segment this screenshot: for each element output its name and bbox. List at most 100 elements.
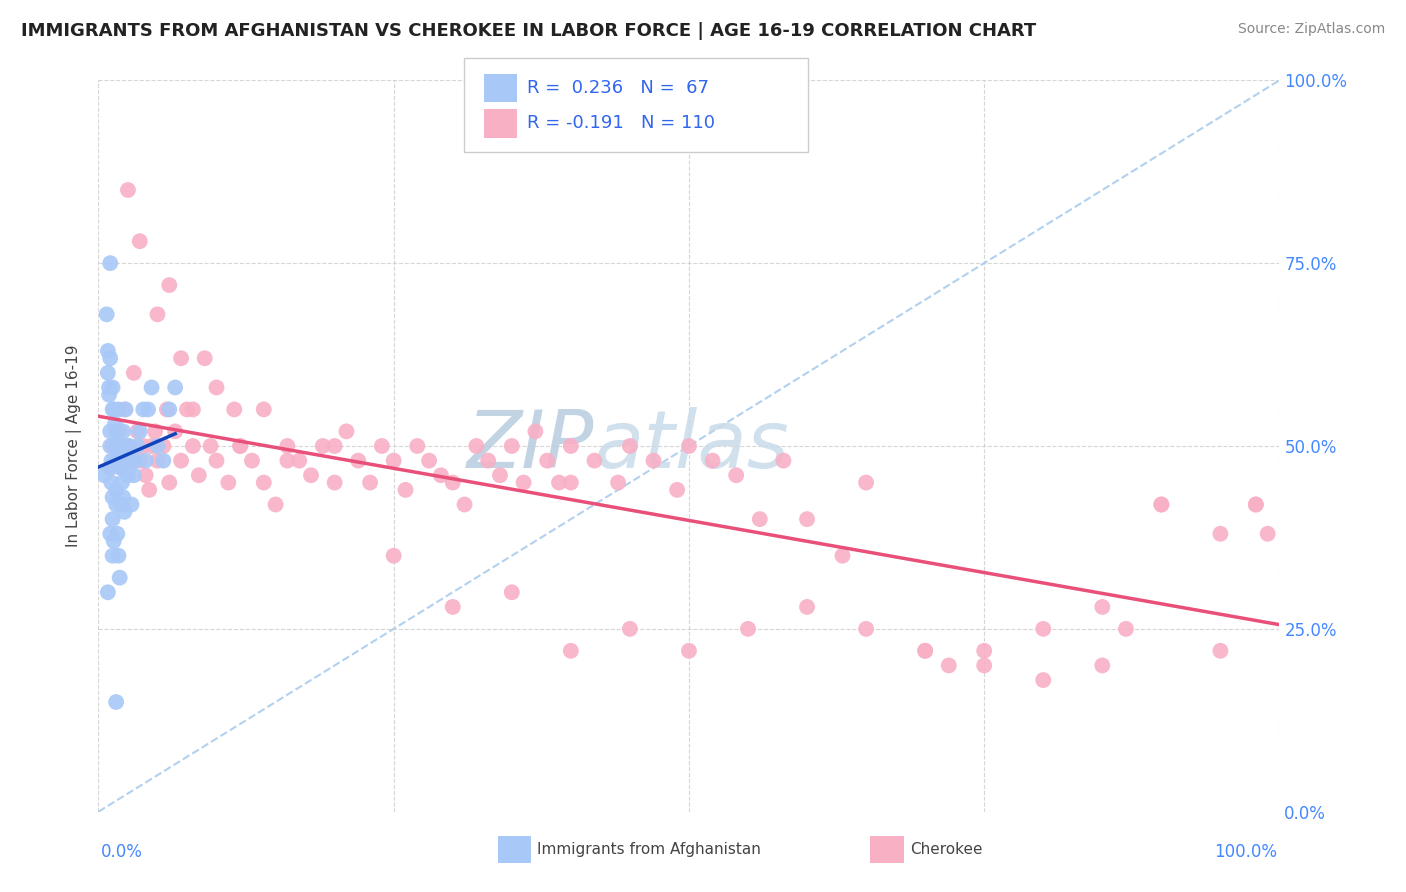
Point — [666, 483, 689, 497]
Point — [501, 439, 523, 453]
Point — [796, 599, 818, 614]
Point — [264, 498, 287, 512]
Point — [117, 183, 139, 197]
Point — [224, 402, 246, 417]
Point — [678, 439, 700, 453]
Point — [382, 549, 405, 563]
Point — [512, 475, 534, 490]
Point — [229, 439, 252, 453]
Point — [146, 307, 169, 321]
Point — [170, 453, 193, 467]
Point — [121, 498, 143, 512]
Point — [122, 366, 145, 380]
Point — [165, 425, 187, 439]
Point — [619, 622, 641, 636]
Point — [114, 439, 136, 453]
Point — [121, 453, 143, 467]
Point — [157, 402, 180, 417]
Point — [124, 453, 146, 467]
Point — [187, 468, 209, 483]
Point — [98, 526, 121, 541]
Point — [678, 644, 700, 658]
Y-axis label: In Labor Force | Age 16-19: In Labor Force | Age 16-19 — [66, 344, 83, 548]
Point — [135, 468, 157, 483]
Point — [98, 439, 121, 453]
Point — [101, 439, 124, 453]
Point — [607, 475, 630, 490]
Point — [855, 622, 877, 636]
Point — [1209, 644, 1232, 658]
Point — [1244, 498, 1267, 512]
Point — [524, 425, 547, 439]
Point — [112, 461, 135, 475]
Point — [1244, 498, 1267, 512]
Point — [103, 534, 125, 549]
Point — [118, 439, 141, 453]
Point — [100, 475, 122, 490]
Point — [97, 366, 120, 380]
Point — [430, 468, 453, 483]
Point — [101, 380, 124, 394]
Point — [132, 402, 155, 417]
Point — [489, 468, 512, 483]
Point — [143, 425, 166, 439]
Point — [98, 256, 121, 270]
Point — [146, 439, 169, 453]
Point — [111, 461, 134, 475]
Point — [136, 402, 159, 417]
Point — [110, 453, 132, 467]
Point — [382, 453, 405, 467]
Point — [619, 439, 641, 453]
Point — [176, 402, 198, 417]
Point — [110, 461, 132, 475]
Point — [914, 644, 936, 658]
Point — [111, 453, 134, 467]
Point — [253, 402, 276, 417]
Point — [128, 425, 150, 439]
Point — [205, 380, 228, 394]
Point — [93, 468, 115, 483]
Point — [406, 439, 429, 453]
Point — [104, 453, 127, 467]
Point — [181, 439, 204, 453]
Point — [347, 453, 370, 467]
Point — [108, 425, 131, 439]
Point — [103, 402, 125, 417]
Point — [536, 453, 558, 467]
Point — [152, 453, 174, 467]
Point — [108, 571, 131, 585]
Point — [152, 439, 174, 453]
Point — [132, 439, 155, 453]
Point — [96, 307, 118, 321]
Point — [105, 498, 128, 512]
Text: R =  0.236   N =  67: R = 0.236 N = 67 — [527, 78, 709, 97]
Point — [1032, 622, 1054, 636]
Point — [855, 475, 877, 490]
Point — [128, 234, 150, 248]
Point — [394, 483, 416, 497]
Point — [165, 380, 187, 394]
Point — [157, 475, 180, 490]
Point — [170, 351, 193, 366]
Point — [101, 512, 124, 526]
Point — [108, 439, 131, 453]
Point — [359, 475, 381, 490]
Text: 0.0%: 0.0% — [101, 843, 143, 861]
Point — [1115, 622, 1137, 636]
Point — [157, 278, 180, 293]
Point — [560, 439, 582, 453]
Point — [560, 644, 582, 658]
Point — [583, 453, 606, 467]
Point — [127, 425, 149, 439]
Point — [441, 475, 464, 490]
Point — [128, 453, 150, 467]
Point — [194, 351, 217, 366]
Text: Source: ZipAtlas.com: Source: ZipAtlas.com — [1237, 22, 1385, 37]
Point — [97, 343, 120, 358]
Point — [135, 453, 157, 467]
Point — [114, 402, 136, 417]
Point — [1257, 526, 1279, 541]
Point — [112, 490, 135, 504]
Point — [796, 512, 818, 526]
Point — [117, 461, 139, 475]
